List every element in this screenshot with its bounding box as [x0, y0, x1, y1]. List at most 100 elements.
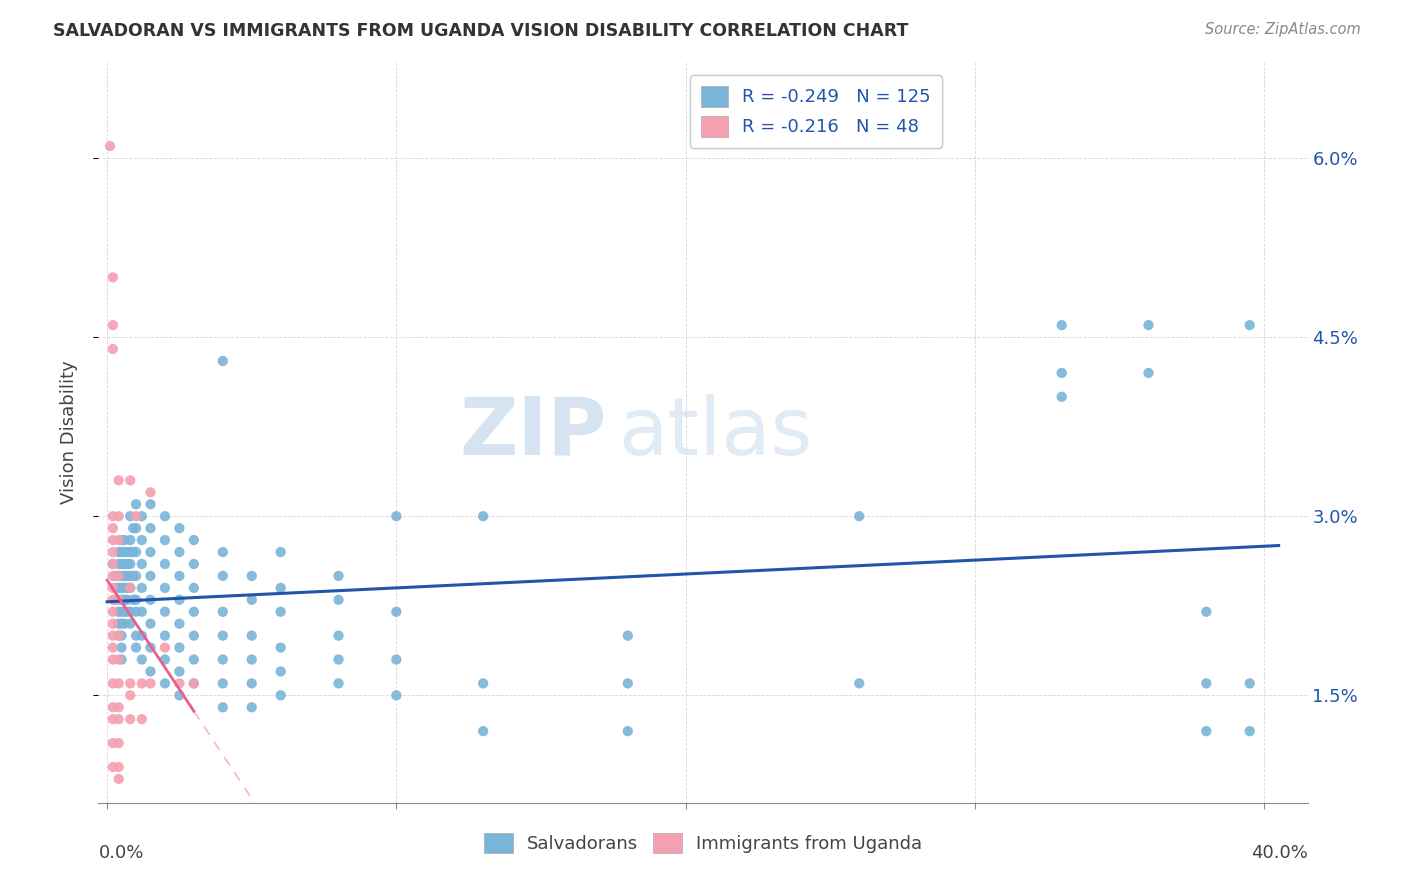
Point: [107, 760, 129, 774]
Point: [110, 592, 132, 607]
Point: [270, 665, 292, 679]
Point: [169, 569, 191, 583]
Point: [101, 318, 124, 333]
Point: [101, 712, 124, 726]
Point: [153, 629, 176, 643]
Point: [139, 569, 162, 583]
Point: [110, 545, 132, 559]
Point: [107, 629, 129, 643]
Point: [211, 569, 233, 583]
Point: [270, 689, 292, 703]
Text: atlas: atlas: [619, 393, 813, 472]
Point: [1239, 318, 1261, 333]
Point: [110, 652, 132, 666]
Point: [120, 616, 142, 631]
Point: [1195, 676, 1218, 690]
Point: [107, 569, 129, 583]
Point: [98, 139, 121, 153]
Point: [120, 689, 142, 703]
Point: [110, 640, 132, 655]
Point: [328, 569, 350, 583]
Point: [125, 640, 148, 655]
Point: [848, 676, 870, 690]
Text: ZIP: ZIP: [458, 393, 606, 472]
Point: [101, 557, 124, 571]
Point: [125, 569, 148, 583]
Point: [101, 521, 124, 535]
Point: [101, 270, 124, 285]
Point: [101, 676, 124, 690]
Point: [240, 569, 263, 583]
Point: [107, 545, 129, 559]
Point: [125, 545, 148, 559]
Point: [139, 545, 162, 559]
Point: [107, 533, 129, 547]
Point: [617, 629, 640, 643]
Point: [211, 605, 233, 619]
Point: [110, 616, 132, 631]
Point: [120, 557, 142, 571]
Point: [270, 545, 292, 559]
Point: [101, 592, 124, 607]
Point: [107, 581, 129, 595]
Point: [107, 557, 129, 571]
Point: [211, 545, 233, 559]
Text: 0.0%: 0.0%: [98, 844, 143, 862]
Point: [131, 712, 153, 726]
Point: [104, 581, 127, 595]
Point: [110, 629, 132, 643]
Point: [1050, 390, 1073, 404]
Point: [169, 665, 191, 679]
Point: [101, 533, 124, 547]
Point: [169, 640, 191, 655]
Point: [139, 616, 162, 631]
Text: 40.0%: 40.0%: [1251, 844, 1308, 862]
Point: [117, 545, 139, 559]
Point: [107, 605, 129, 619]
Point: [153, 640, 176, 655]
Point: [107, 652, 129, 666]
Point: [183, 581, 205, 595]
Point: [107, 509, 129, 524]
Point: [107, 736, 129, 750]
Point: [328, 592, 350, 607]
Point: [183, 676, 205, 690]
Point: [101, 545, 124, 559]
Point: [101, 700, 124, 714]
Point: [117, 605, 139, 619]
Point: [104, 569, 127, 583]
Point: [114, 569, 136, 583]
Point: [101, 652, 124, 666]
Point: [114, 592, 136, 607]
Point: [107, 569, 129, 583]
Point: [101, 569, 124, 583]
Point: [139, 485, 162, 500]
Point: [125, 629, 148, 643]
Point: [125, 605, 148, 619]
Point: [1137, 366, 1160, 380]
Point: [270, 581, 292, 595]
Point: [153, 533, 176, 547]
Point: [328, 629, 350, 643]
Point: [131, 652, 153, 666]
Point: [385, 509, 408, 524]
Point: [211, 629, 233, 643]
Point: [104, 592, 127, 607]
Point: [114, 605, 136, 619]
Point: [114, 557, 136, 571]
Point: [107, 616, 129, 631]
Point: [153, 509, 176, 524]
Point: [328, 676, 350, 690]
Point: [101, 581, 124, 595]
Point: [153, 581, 176, 595]
Y-axis label: Vision Disability: Vision Disability: [59, 360, 77, 505]
Point: [183, 652, 205, 666]
Point: [131, 581, 153, 595]
Point: [120, 605, 142, 619]
Point: [122, 521, 145, 535]
Point: [120, 712, 142, 726]
Point: [131, 533, 153, 547]
Point: [1195, 724, 1218, 739]
Point: [169, 592, 191, 607]
Point: [107, 629, 129, 643]
